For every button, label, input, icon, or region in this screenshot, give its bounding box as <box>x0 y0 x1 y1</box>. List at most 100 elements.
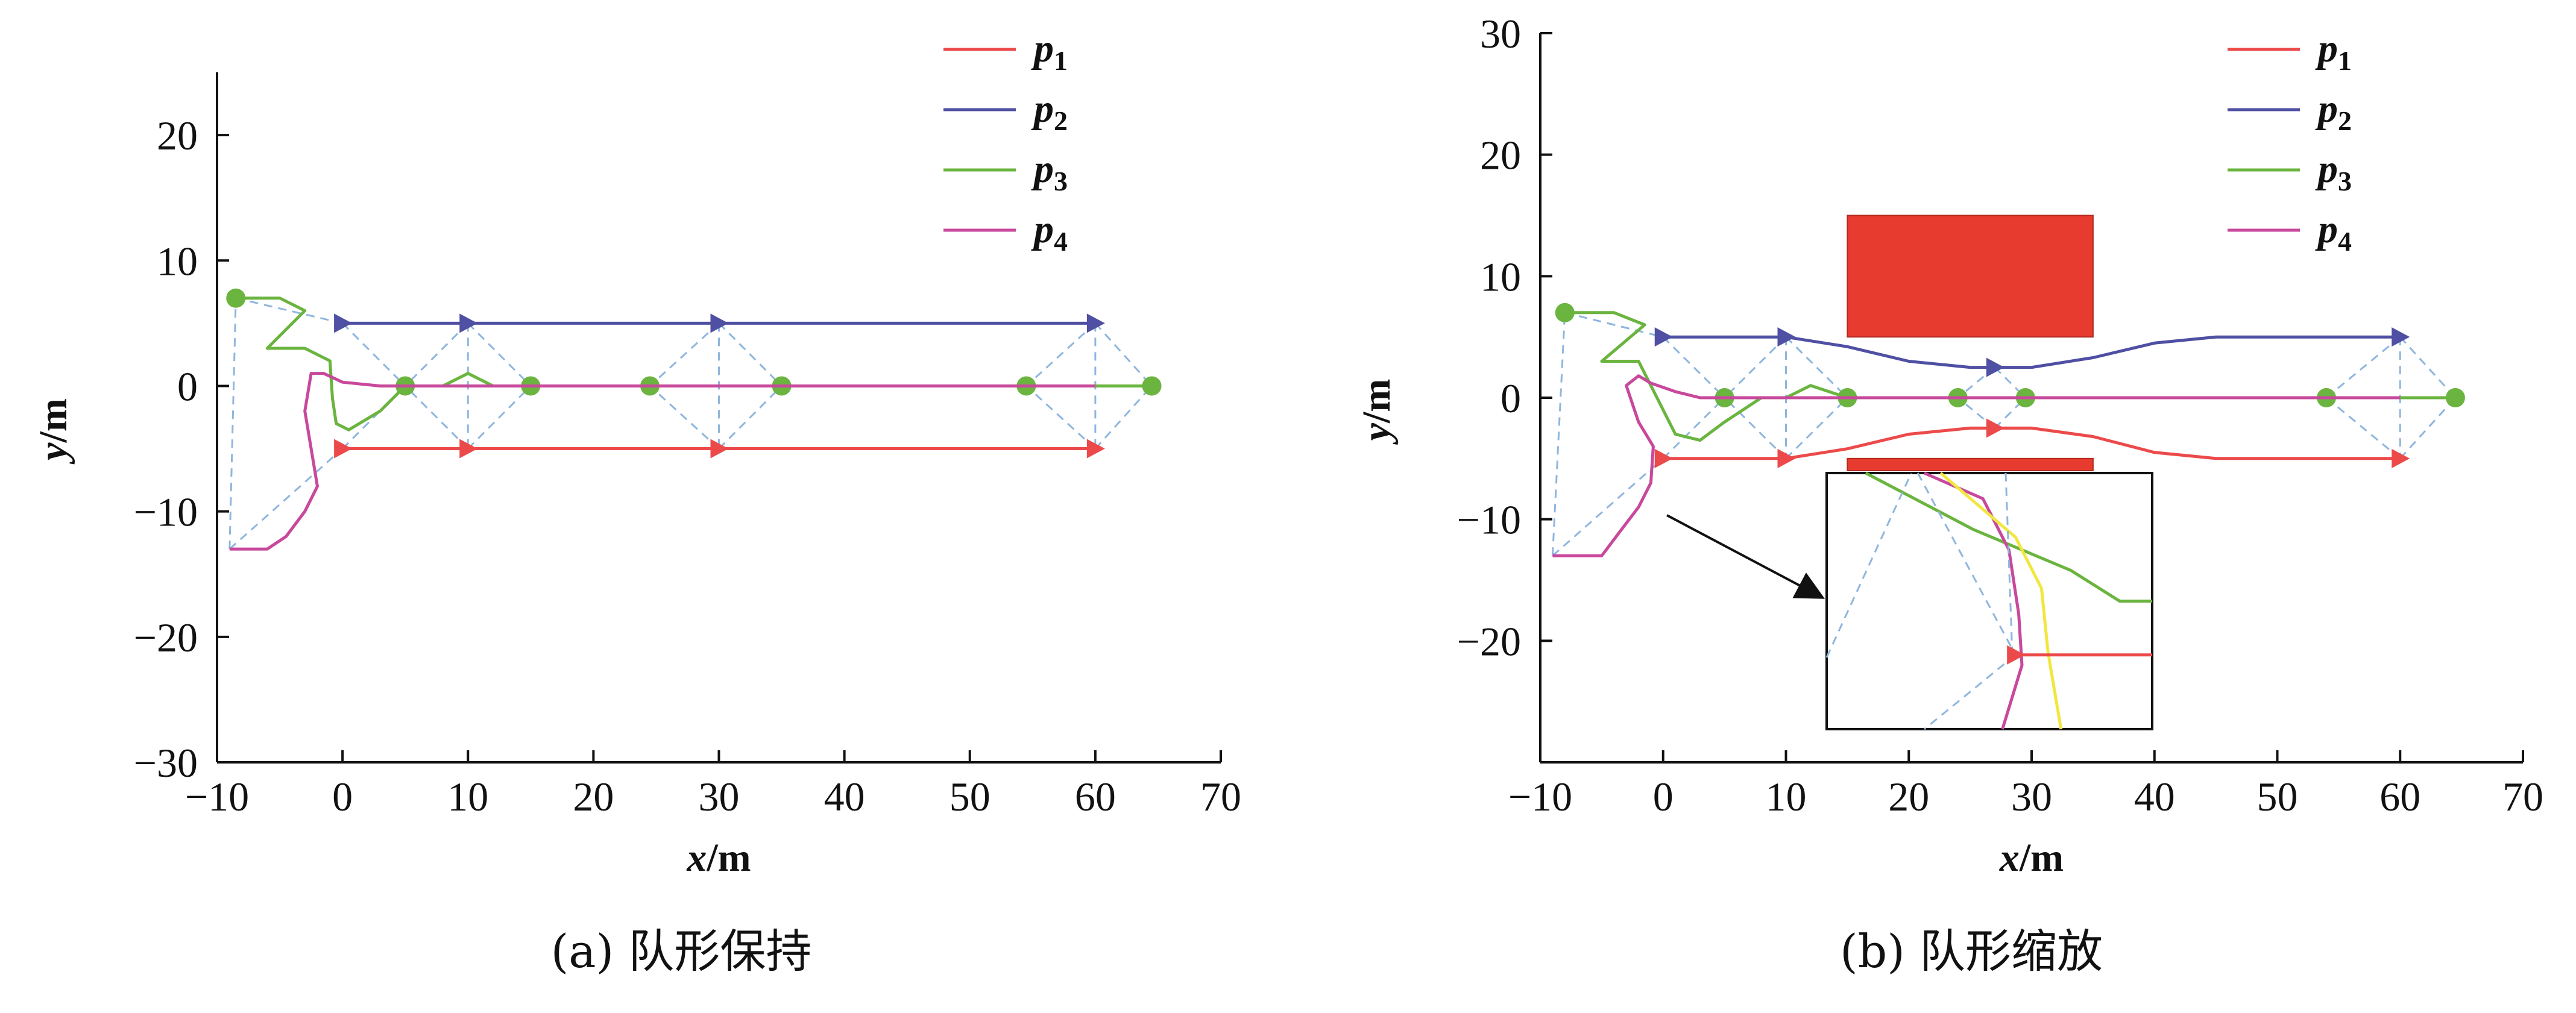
inset-line <box>1923 471 2024 730</box>
legend-label-sub: 2 <box>2338 105 2352 136</box>
legend-label-p4: p4 <box>2315 207 2352 257</box>
inset-line <box>1939 472 2063 730</box>
legend-label-name: p <box>1031 147 1054 191</box>
formation-link <box>649 322 720 387</box>
y-tick-label: 10 <box>1480 254 1521 300</box>
legend-label-sub: 4 <box>1054 226 1068 257</box>
legend-label-name: p <box>1031 27 1054 71</box>
x-tick-label: 50 <box>949 774 990 820</box>
agent-marker-p3 <box>1142 376 1162 396</box>
series-line-p2 <box>1663 335 2401 369</box>
formation-link <box>1724 397 1787 459</box>
x-tick-label: 40 <box>2134 774 2175 820</box>
y-tick-label: −20 <box>134 615 198 660</box>
formation-link <box>235 297 343 324</box>
legend-label-p3: p3 <box>2315 147 2352 196</box>
formation-link <box>1724 336 1787 399</box>
y-tick-label: 0 <box>1501 375 1521 421</box>
formation-link <box>1025 322 1096 387</box>
inset-agent-marker <box>2007 645 2026 665</box>
x-axis-label-var: x <box>686 836 707 880</box>
series-line-p1 <box>1663 426 2401 460</box>
y-axis-label: y/m <box>1355 379 1399 445</box>
legend-label-p4: p4 <box>1031 207 1068 257</box>
legend-label-name: p <box>2315 87 2338 131</box>
caption-b: (b) 队形缩放 <box>1840 924 2103 978</box>
caption-a: (a) 队形保持 <box>551 924 812 978</box>
x-tick-label: 50 <box>2257 774 2298 820</box>
legend-label-name: p <box>2315 27 2338 71</box>
series-line-p4 <box>1552 374 2401 557</box>
x-tick-label: −10 <box>185 774 249 820</box>
formation-link <box>2399 336 2457 399</box>
x-tick-label: 40 <box>824 774 865 820</box>
y-tick-label: −30 <box>134 740 198 786</box>
y-axis-label-var: y <box>1355 422 1399 445</box>
inset-line <box>2004 472 2014 653</box>
formation-link <box>405 322 469 387</box>
formation-link <box>1552 457 1664 557</box>
x-tick-label: 10 <box>1766 774 1807 820</box>
x-axis-label-unit: /m <box>2019 836 2064 880</box>
agent-marker-p2 <box>710 313 729 333</box>
x-axis-label: x/m <box>686 836 751 880</box>
y-tick-label: 10 <box>157 238 198 284</box>
x-tick-label: 60 <box>2379 774 2420 820</box>
y-axis-label-var: y <box>31 442 75 465</box>
legend-label-sub: 1 <box>2338 45 2352 76</box>
formation-link <box>718 385 783 450</box>
agent-marker-p1 <box>1777 448 1796 468</box>
y-axis-label-unit: /m <box>1355 379 1399 424</box>
formation-link <box>649 385 720 450</box>
formation-link <box>1025 385 1096 450</box>
x-tick-label: 70 <box>2502 774 2543 820</box>
formation-link <box>718 322 783 387</box>
formation-link <box>467 385 532 450</box>
formation-link <box>342 322 406 387</box>
inset-line <box>1916 472 2017 656</box>
x-tick-label: 0 <box>332 774 353 820</box>
y-tick-label: −20 <box>1457 618 1521 664</box>
inset-line <box>1865 471 2152 603</box>
x-tick-label: 0 <box>1653 774 1674 820</box>
legend-label-name: p <box>2315 147 2338 191</box>
x-tick-label: 20 <box>573 774 614 820</box>
agent-marker-p2 <box>1086 313 1105 333</box>
formation-link <box>467 322 532 387</box>
agent-marker-p3 <box>1555 303 1575 322</box>
legend-label-p1: p1 <box>2315 27 2352 76</box>
agent-marker-p1 <box>1986 418 2004 438</box>
series-line-p4 <box>229 372 1095 551</box>
legend-label-p3: p3 <box>1031 147 1068 196</box>
agent-marker-p1 <box>334 439 353 459</box>
formation-link <box>1564 312 1664 338</box>
legend-label-sub: 4 <box>2338 226 2352 257</box>
y-tick-label: −10 <box>1457 497 1521 543</box>
legend-label-name: p <box>1031 207 1054 251</box>
legend-label-sub: 3 <box>2338 166 2352 196</box>
agent-marker-p2 <box>1986 357 2004 377</box>
agent-marker-p2 <box>334 313 353 333</box>
y-tick-label: 0 <box>177 363 198 409</box>
formation-link <box>228 448 344 550</box>
legend-label-name: p <box>2315 207 2338 251</box>
agent-marker-p2 <box>2392 327 2410 347</box>
y-tick-label: 20 <box>1480 133 1521 178</box>
x-tick-label: 30 <box>2011 774 2052 820</box>
x-axis-label-unit: /m <box>706 836 751 880</box>
agent-marker-p2 <box>459 313 478 333</box>
y-axis-label: y/m <box>31 398 75 465</box>
legend-label-p1: p1 <box>1031 27 1068 76</box>
agent-marker-p1 <box>459 439 478 459</box>
legend-label-sub: 1 <box>1054 45 1068 76</box>
obstacle-1 <box>1847 215 2094 338</box>
inset-line <box>1825 472 1912 658</box>
agent-marker-p2 <box>1777 327 1796 347</box>
legend-label-p2: p2 <box>2315 87 2352 136</box>
series-line-p3 <box>236 296 1158 431</box>
formation-link <box>2399 397 2457 459</box>
x-tick-label: 60 <box>1075 774 1116 820</box>
legend-label-sub: 2 <box>1054 105 1068 136</box>
legend-label-name: p <box>1031 87 1054 131</box>
x-axis-label-var: x <box>1999 836 2020 880</box>
